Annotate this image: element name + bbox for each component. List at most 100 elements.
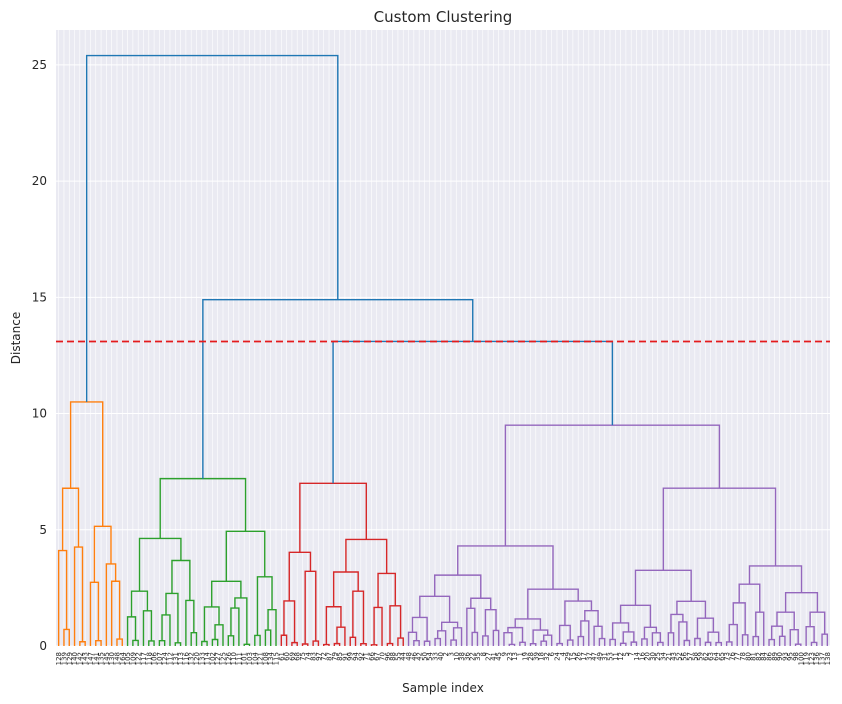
x-tick-label: 85 <box>336 652 344 661</box>
y-tick-label: 25 <box>32 58 47 72</box>
x-tick-label: 76 <box>728 651 736 660</box>
x-tick-label: 118 <box>145 652 153 665</box>
x-tick-label: 128 <box>55 652 63 665</box>
dendrogram-link <box>165 592 179 643</box>
dendrogram-link <box>79 641 86 646</box>
x-tick-label: 90 <box>776 652 784 661</box>
x-tick-label: 65 <box>718 652 726 661</box>
dendrogram-link <box>492 629 500 646</box>
x-tick-label: 91 <box>341 652 349 661</box>
x-tick-label: 74 <box>304 651 312 660</box>
x-tick-label: 64 <box>713 651 721 660</box>
dendrogram-link <box>57 549 68 646</box>
dendrogram-link <box>325 606 342 645</box>
x-tick-label: 48 <box>405 652 413 661</box>
x-tick-label: 38 <box>458 652 466 661</box>
x-tick-label: 70 <box>379 652 387 661</box>
dendrogram-link <box>484 609 497 636</box>
x-tick-label: 129 <box>66 652 74 665</box>
dendrogram-link <box>85 54 339 402</box>
x-tick-label: 164 <box>119 651 127 665</box>
x-tick-label: 17 <box>580 652 588 661</box>
dendrogram-link <box>142 610 153 646</box>
y-tick-label: 15 <box>32 290 47 304</box>
x-tick-label: 37 <box>585 652 593 661</box>
dendrogram-link <box>784 591 819 613</box>
x-tick-label: 52 <box>675 652 683 661</box>
x-tick-label: 122 <box>135 652 143 665</box>
grid <box>56 30 830 647</box>
dendrogram-link <box>323 643 330 646</box>
x-tick-label: 44 <box>400 651 408 660</box>
x-tick-label: 138 <box>824 652 832 665</box>
x-tick-label: 141 <box>92 652 100 665</box>
y-ticks: 0 5 10 15 20 25 <box>32 58 47 653</box>
dendrogram-link <box>227 635 235 646</box>
x-tick-label: 104 <box>251 651 259 665</box>
x-tick-label: 3 <box>447 652 455 656</box>
x-tick-label: 47 <box>591 652 599 661</box>
dendrogram-link <box>657 641 664 646</box>
x-tick-label: 2 <box>442 652 450 656</box>
x-tick-label: 43 <box>670 652 678 661</box>
x-tick-label: 6 <box>548 651 556 656</box>
dendrogram-link <box>158 639 166 646</box>
x-tick-label: 132 <box>188 652 196 665</box>
dendrogram-link <box>789 629 799 646</box>
x-tick-label: 99 <box>347 652 355 661</box>
x-tick-label: 53 <box>606 652 614 661</box>
dendrogram-link <box>532 629 549 644</box>
x-tick-label: 145 <box>103 652 111 665</box>
dendrogram-link <box>821 633 829 646</box>
x-tick-label: 11 <box>612 652 620 661</box>
x-tick-label: 111 <box>235 652 243 665</box>
x-tick-label: 77 <box>734 652 742 661</box>
x-tick-label: 22 <box>469 652 477 661</box>
x-tick-label: 120 <box>193 652 201 665</box>
dendrogram-link <box>203 606 220 642</box>
x-tick-labels: 1281391291401421431471411351451301481641… <box>55 651 832 665</box>
x-tick-label: 71 <box>363 652 371 661</box>
x-tick-label: 45 <box>495 652 503 661</box>
dendrogram-link <box>171 559 191 601</box>
dendrogram-link <box>110 580 121 646</box>
dendrogram-link <box>504 424 721 546</box>
dendrogram-link <box>230 607 240 646</box>
x-tick-label: 24 <box>553 651 561 660</box>
x-tick-label: 29 <box>564 652 572 661</box>
x-tick-label: 18 <box>538 652 546 661</box>
x-tick-label: 93 <box>781 652 789 661</box>
x-tick-label: 7 <box>628 652 636 656</box>
dendrogram-link <box>641 638 648 646</box>
x-tick-label: 106 <box>151 651 159 665</box>
x-tick-label: 5 <box>622 652 630 656</box>
x-tick-label: 130 <box>108 652 116 665</box>
dendrogram-link <box>776 611 795 630</box>
x-tick-label: 8 <box>479 652 487 656</box>
x-tick-label: 114 <box>204 651 212 665</box>
dendrogram-link <box>527 588 579 619</box>
x-tick-label: 57 <box>686 652 694 661</box>
x-tick-label: 23 <box>506 652 514 661</box>
x-tick-label: 84 <box>760 651 768 660</box>
x-tick-label: 79 <box>331 652 339 661</box>
x-tick-label: 41 <box>490 652 498 661</box>
dendrogram-link <box>564 600 593 626</box>
x-tick-label: 108 <box>262 652 270 665</box>
dendrogram-link <box>280 634 288 646</box>
dendrogram-link <box>678 621 688 646</box>
x-axis-label: Sample index <box>402 681 484 695</box>
x-tick-label: 83 <box>310 652 318 661</box>
dendrogram-link <box>332 340 614 484</box>
dendrogram-link <box>741 634 749 646</box>
dendrogram-link <box>566 639 574 646</box>
x-tick-label: 67 <box>373 652 381 661</box>
x-tick-label: 125 <box>219 652 227 665</box>
x-tick-label: 148 <box>113 652 121 665</box>
dendrogram-link <box>715 641 723 646</box>
x-tick-label: 26 <box>575 651 583 660</box>
dendrogram-link <box>651 632 662 646</box>
x-tick-label: 58 <box>691 652 699 661</box>
x-tick-label: 56 <box>681 651 689 660</box>
x-tick-label: 12 <box>617 652 625 661</box>
